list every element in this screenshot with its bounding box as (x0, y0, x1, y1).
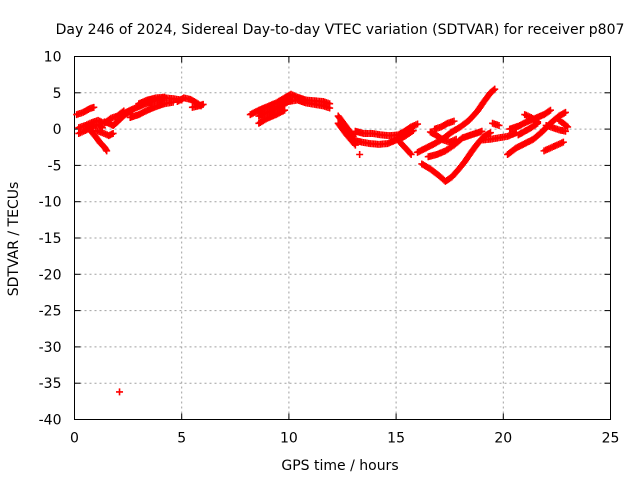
data-point (414, 120, 422, 128)
data-track (424, 127, 486, 161)
data-point (116, 388, 124, 396)
data-point (559, 138, 567, 146)
data-point (409, 127, 417, 135)
y-tick-label: 0 (53, 122, 62, 138)
x-tick-label: 10 (280, 431, 298, 447)
data-track (349, 127, 417, 148)
data-track (356, 151, 364, 159)
data-point (561, 127, 569, 135)
data-track (92, 127, 117, 140)
y-axis-label: SDTVAR / TECUs (6, 182, 22, 297)
y-tick-label: 5 (53, 86, 62, 102)
x-tick-label: 0 (70, 431, 79, 447)
data-track (514, 119, 542, 139)
data-track (116, 388, 124, 396)
data-track (414, 85, 499, 156)
data-track (489, 119, 503, 129)
x-tick-label: 15 (387, 431, 405, 447)
data-track (540, 138, 567, 155)
data-point (356, 151, 364, 159)
data-point (199, 100, 207, 108)
data-point (545, 107, 553, 115)
tick-layer: 0 5 10 15 20 25 10 5 0 -5 -10 -15 -20 -25 -30 -35 -40 (39, 50, 620, 447)
data-track (285, 96, 334, 112)
y-tick-label: -10 (39, 195, 62, 211)
data-track (555, 116, 572, 131)
data-point (408, 128, 416, 136)
data-track (135, 93, 169, 108)
y-tick-label: -30 (39, 340, 62, 356)
data-point (161, 93, 169, 101)
data-track (255, 106, 289, 127)
data-point (490, 86, 498, 94)
data-point (281, 106, 289, 114)
data-track (426, 128, 460, 146)
data-track (521, 111, 542, 126)
data-point (109, 129, 117, 137)
data-point (450, 117, 458, 125)
y-tick-label: -35 (39, 376, 62, 392)
data-point (478, 127, 486, 135)
data-track (73, 103, 98, 119)
grid-layer (74, 56, 611, 420)
y-tick-label: -5 (48, 158, 62, 174)
y-tick-label: -25 (39, 304, 62, 320)
data-point (90, 103, 98, 111)
x-tick-label: 25 (602, 431, 620, 447)
data-point (406, 149, 414, 157)
data-point (452, 135, 460, 143)
data-point (546, 106, 554, 114)
x-axis-label: GPS time / hours (281, 458, 398, 474)
data-point (532, 117, 540, 125)
y-tick-label: -20 (39, 267, 62, 283)
data-track (83, 122, 111, 155)
data-track (431, 117, 458, 133)
data-point (486, 129, 494, 137)
data-point (534, 118, 542, 126)
data-layer (73, 85, 572, 396)
x-tick-label: 5 (177, 431, 186, 447)
y-tick-label: 10 (44, 50, 62, 66)
data-point (495, 121, 503, 129)
data-track (188, 100, 207, 111)
data-point (563, 122, 571, 130)
data-track (126, 98, 177, 121)
y-tick-label: -15 (39, 231, 62, 247)
data-point (564, 123, 572, 131)
data-point (103, 147, 111, 155)
chart-title: Day 246 of 2024, Sidereal Day-to-day VTE… (56, 22, 625, 38)
data-point (561, 108, 569, 116)
data-point (407, 151, 415, 159)
data-point (491, 85, 499, 93)
data-track (394, 136, 415, 159)
data-track (478, 129, 520, 144)
x-tick-label: 20 (494, 431, 512, 447)
y-tick-label: -40 (39, 413, 62, 429)
data-point (326, 104, 334, 112)
data-track (542, 121, 569, 135)
